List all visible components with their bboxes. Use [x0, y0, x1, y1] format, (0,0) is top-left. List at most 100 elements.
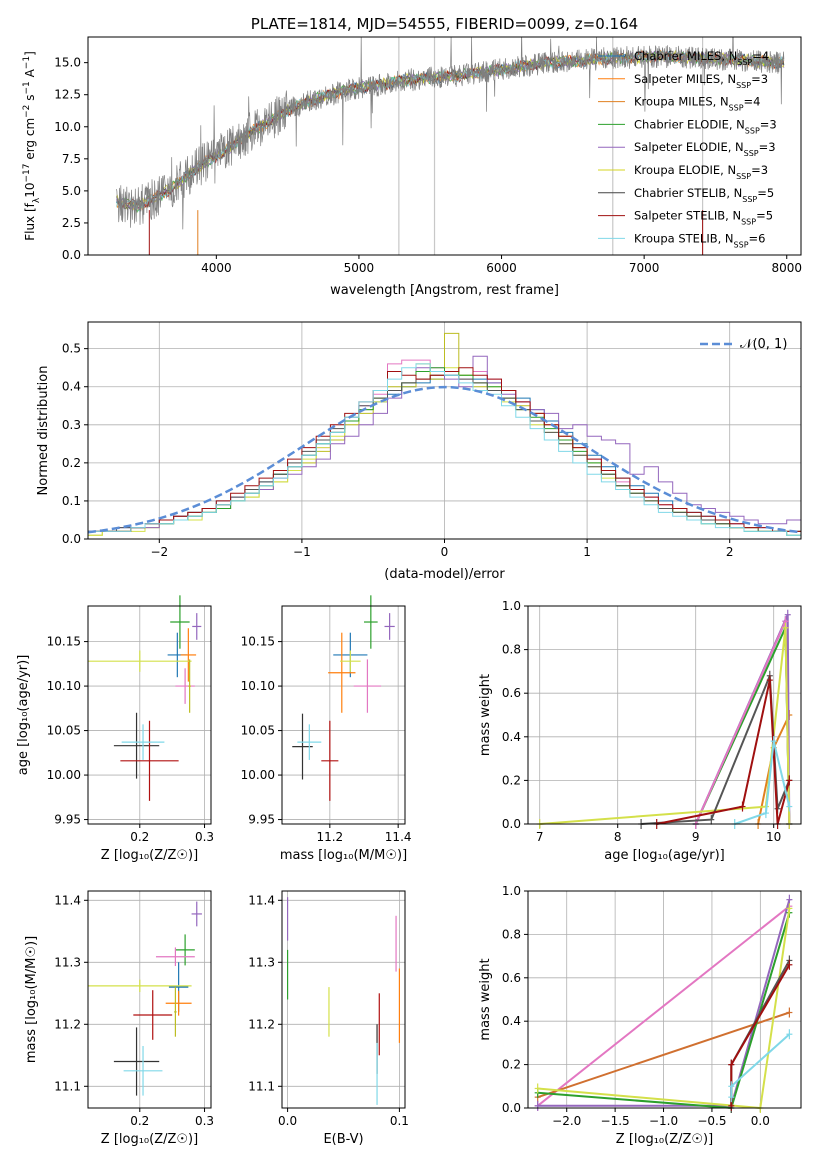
x-tick-label: 0 [441, 545, 449, 559]
legend-label: Kroupa ELODIE, NSSP=3 [634, 163, 768, 181]
x-tick-label: 5000 [344, 261, 375, 275]
x-tick-label: 11.2 [316, 830, 343, 844]
y-tick-label: 10.05 [241, 724, 275, 738]
y-tick-label: 0.2 [502, 773, 521, 787]
legend-label-tail: =3 [760, 117, 777, 131]
x-tick-label: 4000 [201, 261, 232, 275]
residual-panel: −2 −1 0 1 2 0.0 0.1 0.2 0.3 0.4 0.5 (data-model)/er… [36, 321, 802, 582]
y-tick-label: 0.8 [502, 927, 521, 941]
y-tick-label: 0.6 [502, 971, 521, 985]
y-tick-label: 0.3 [62, 418, 81, 432]
y-axis-label-part: ] [23, 51, 37, 56]
x-axis-label: Z [log₁₀(Z/Z☉)] [101, 848, 198, 863]
y-tick-label: 10.10 [241, 679, 275, 693]
y-axis-label-part: λ [32, 197, 42, 203]
x-tick-label: 11.4 [385, 830, 412, 844]
y-tick-label: 15.0 [54, 56, 81, 70]
chart-title: PLATE=1814, MJD=54555, FIBERID=0099, z=0… [251, 15, 638, 33]
x-axis-label: Z [log₁₀(Z/Z☉)] [616, 1132, 713, 1147]
x-axis-label: age [log₁₀(age/yr)] [604, 848, 725, 863]
normal-curve [87, 385, 802, 534]
massweight-vs-z-panel: −2.0 −1.5 −1.0 −0.5 0.0 0.0 0.2 0.4 0.6 0.8 1.0 Z [… [478, 884, 802, 1147]
y-tick-label: 10.00 [47, 768, 81, 782]
y-tick-label: 2.5 [62, 216, 81, 230]
legend-label-tail: =5 [757, 186, 774, 200]
y-tick-label: 0.8 [502, 643, 521, 657]
y-tick-label: 0.5 [62, 342, 81, 356]
legend-label-name: Chabrier ELODIE, N [634, 117, 745, 131]
legend-label-tail: =3 [759, 140, 776, 154]
weight-line [656, 679, 791, 825]
x-tick-label: 9 [692, 830, 700, 844]
legend-label-tail: =3 [751, 163, 768, 177]
axes-frame [87, 890, 212, 1109]
x-tick-label: 0.0 [751, 1114, 770, 1128]
legend-label-tail: =4 [744, 95, 761, 109]
axes-frame [281, 605, 406, 825]
y-axis-label-part: −2 [22, 105, 32, 118]
data-line [116, 37, 785, 230]
y-tick-label: 7.5 [62, 152, 81, 166]
x-tick-label: 8 [614, 830, 622, 844]
y-tick-label: 1.0 [502, 599, 521, 613]
legend-label: Kroupa MILES, NSSP=4 [634, 95, 760, 113]
y-tick-label: 10.05 [47, 724, 81, 738]
x-tick-label: 10 [766, 830, 781, 844]
x-tick-label: 6000 [486, 261, 517, 275]
legend-label-name: Salpeter ELODIE, N [634, 140, 744, 154]
y-axis-label: age [log₁₀(age/yr)] [16, 655, 31, 776]
legend-label-tail: =5 [756, 209, 773, 223]
legend-label-name: Kroupa ELODIE, N [634, 163, 736, 177]
x-tick-label: −1.0 [649, 1114, 678, 1128]
x-tick-label: 0.2 [130, 830, 149, 844]
y-axis-label-part: Flux [f [23, 202, 37, 240]
y-tick-label: 11.4 [248, 893, 275, 907]
legend-label: Kroupa STELIB, NSSP=6 [634, 231, 765, 249]
age-vs-mass-panel: 11.2 11.4 9.95 10.00 10.05 10.10 10.15 mass [lo… [241, 595, 412, 863]
axes-frame [527, 605, 802, 825]
axes-frame [281, 890, 406, 1109]
y-tick-label: 5.0 [62, 184, 81, 198]
y-tick-label: 0.0 [62, 532, 81, 546]
mass-vs-ebv-panel: 0.0 0.1 11.1 11.2 11.3 11.4 E(B-V) [248, 890, 409, 1147]
x-axis-label: E(B-V) [323, 1132, 363, 1147]
y-axis-label: Flux [fλ10−17 erg cm−2 s−1 A−1] [22, 51, 42, 241]
y-tick-label: 10.10 [47, 679, 81, 693]
legend-label-sub: SSP [736, 80, 751, 89]
y-tick-label: 12.5 [54, 88, 81, 102]
legend-label-name: Salpeter STELIB, N [634, 209, 741, 223]
legend-label-tail: =3 [751, 72, 768, 86]
y-tick-label: 0.1 [62, 494, 81, 508]
y-tick-label: 11.1 [54, 1079, 81, 1093]
y-tick-label: 11.3 [54, 955, 81, 969]
y-axis-label: mass weight [478, 958, 493, 1040]
x-tick-label: 0.0 [278, 1114, 297, 1128]
y-tick-label: 9.95 [54, 813, 81, 827]
weight-line [537, 905, 791, 1107]
x-tick-label: 1 [583, 545, 591, 559]
legend-label-name: Salpeter MILES, N [634, 72, 736, 86]
y-tick-label: 11.4 [54, 893, 81, 907]
legend-label: Salpeter ELODIE, NSSP=3 [634, 140, 776, 158]
y-tick-label: 0.2 [502, 1058, 521, 1072]
axes-frame [87, 36, 802, 256]
spectrum-lines [116, 37, 785, 255]
x-tick-label: 0.1 [390, 1114, 409, 1128]
y-tick-label: 0.6 [502, 686, 521, 700]
y-tick-label: 11.3 [248, 955, 275, 969]
x-tick-label: −1 [293, 545, 311, 559]
legend-label-tail: =4 [752, 49, 769, 63]
y-tick-label: 10.15 [47, 635, 81, 649]
axes-frame [87, 605, 212, 825]
x-tick-label: 8000 [771, 261, 802, 275]
x-tick-label: 0.3 [195, 1114, 214, 1128]
y-axis-label: Normed distribution [36, 366, 51, 496]
y-axis-label-part: erg cm [23, 118, 37, 164]
x-tick-label: 0.2 [130, 1114, 149, 1128]
y-axis-label-part: A [23, 68, 37, 81]
y-tick-label: 11.2 [248, 1017, 275, 1031]
y-axis-label-part: −17 [22, 164, 32, 183]
histogram-step [88, 363, 801, 536]
y-tick-label: 0.2 [62, 456, 81, 470]
